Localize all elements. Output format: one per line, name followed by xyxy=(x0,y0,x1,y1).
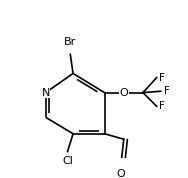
Text: Br: Br xyxy=(64,37,77,47)
Text: F: F xyxy=(159,101,165,111)
Text: F: F xyxy=(164,86,169,96)
Text: N: N xyxy=(41,88,50,98)
Text: Cl: Cl xyxy=(62,156,73,166)
Text: F: F xyxy=(159,73,165,83)
Text: O: O xyxy=(117,169,125,178)
Text: O: O xyxy=(119,88,128,98)
